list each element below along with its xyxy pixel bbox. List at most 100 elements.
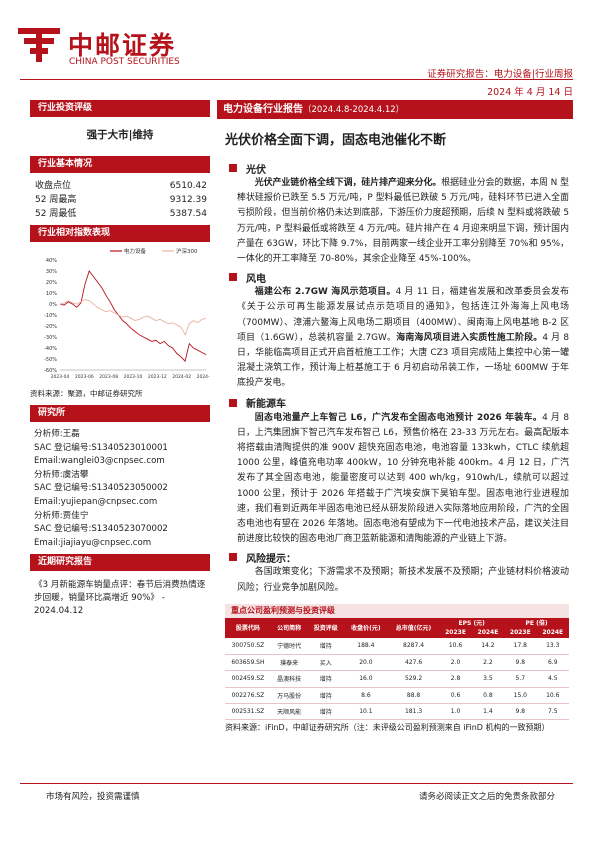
table-cell: 1.0 bbox=[439, 703, 472, 721]
table-cell: 9.8 bbox=[504, 654, 537, 672]
analyst-list: 分析师:王磊 SAC 登记编号:S1340523010001 Email:wan… bbox=[30, 422, 210, 554]
table-cell: 6.9 bbox=[536, 654, 569, 672]
table-cell: 300750.SZ bbox=[225, 637, 271, 655]
col-header: 公司简称 bbox=[270, 617, 308, 638]
industry-rating: 强于大市|维持 bbox=[86, 129, 154, 141]
table-cell: 188.4 bbox=[344, 637, 388, 655]
table-row: 300750.SZ 宁德时代 增持 188.4 8287.4 10.6 14.2 17.8 13… bbox=[225, 637, 569, 655]
table-cell: 10.1 bbox=[344, 703, 388, 721]
bold-lead: 光伏产业链价格全线下调，硅片排产迎来分化。 bbox=[254, 178, 442, 188]
table-cell: 买入 bbox=[307, 654, 345, 672]
table-cell: 10.6 bbox=[536, 687, 569, 704]
x-tick-label: 2023-06 bbox=[75, 374, 94, 380]
table-cell: 天顺风能 bbox=[270, 703, 308, 721]
section-title: 风险提示： bbox=[246, 553, 296, 565]
table-cell: 宁德时代 bbox=[270, 637, 308, 655]
report-title-bar: 电力设备行业报告（2024.4.8-2024.4.12） bbox=[217, 100, 573, 119]
y-tick-label: 10% bbox=[46, 291, 57, 297]
analyst-line: 分析师:贾佳宁 bbox=[34, 510, 89, 521]
sidebar: 行业投资评级 强于大市|维持 行业基本情况 收盘点位 6510.42 52 周最高… bbox=[30, 100, 216, 622]
forecast-table-block: 重点公司盈利预测与投资评级 股票代码 公司简称 投资评级 收盘价(元) 总市值(… bbox=[225, 603, 569, 734]
stat-label: 收盘点位 bbox=[35, 181, 72, 191]
legend-label: 沪深300 bbox=[176, 247, 198, 255]
x-tick-label: 2023-08 bbox=[99, 374, 118, 380]
stat-row: 52 周最高 9312.39 bbox=[35, 193, 207, 207]
section-heading-wind: 风电 bbox=[229, 269, 573, 285]
recent-report-link[interactable]: 《3 月新能源车销量点评：春节后消费热情逐步回暖，销量环比高增近 90%》 - … bbox=[34, 580, 206, 617]
analyst-email[interactable]: Email:wanglei03@cnpsec.com bbox=[34, 456, 165, 467]
legend-label: 电力设备 bbox=[124, 247, 147, 255]
bold-lead: 固态电池量产上车智己 L6，广汽发布全固态电池预计 2026 年装车。 bbox=[254, 412, 543, 423]
report-headline: 光伏价格全面下调，固态电池催化不断 bbox=[225, 133, 447, 148]
bullet-icon bbox=[229, 398, 237, 407]
table-cell: 璞泰来 bbox=[270, 654, 308, 672]
stat-value: 5387.54 bbox=[169, 209, 207, 219]
table-cell: 2.2 bbox=[471, 654, 505, 672]
report-type: 证券研究报告：电力设备|行业周报 bbox=[427, 69, 573, 80]
table-cell: 0.6 bbox=[439, 687, 472, 704]
stat-value: 6510.42 bbox=[169, 181, 207, 191]
sub-header: 2023E bbox=[439, 627, 472, 638]
report-date: 2024 年 4 月 14 日 bbox=[487, 87, 573, 98]
table-cell: 9.8 bbox=[504, 703, 537, 721]
section-body-pv: 光伏产业链价格全线下调，硅片排产迎来分化。根据硅业分会的数据，本周 N 型棒状硅… bbox=[217, 176, 573, 267]
table-cell: 002459.SZ bbox=[225, 670, 271, 688]
col-header: 投资评级 bbox=[307, 617, 345, 638]
sub-header: 2023E bbox=[504, 627, 537, 638]
y-tick-label: -10% bbox=[44, 313, 57, 319]
bold-lead: 福建公布 2.7GW 海风示范项目。 bbox=[254, 287, 396, 298]
stat-label: 52 周最低 bbox=[35, 209, 77, 219]
header-divider bbox=[20, 79, 573, 80]
x-tick-label: 2023-12 bbox=[148, 374, 167, 380]
body-text: 4 月 11 日，福建省发展和改革委员会发布《关于公示可再生能源发展试点示范项目… bbox=[237, 287, 569, 343]
y-tick-label: 40% bbox=[46, 258, 57, 264]
stat-row: 52 周最低 5387.54 bbox=[35, 207, 207, 221]
table-cell: 603659.SH bbox=[225, 654, 271, 672]
analyst-line: SAC 登记编号:S1340523070002 bbox=[34, 524, 168, 535]
table-cell: 5.7 bbox=[504, 670, 537, 688]
index-stats: 收盘点位 6510.42 52 周最高 9312.39 52 周最低 5387.54 bbox=[30, 173, 210, 225]
bullet-icon bbox=[229, 553, 237, 562]
col-header: PE (倍) bbox=[504, 617, 569, 628]
footer-risk-note: 市场有风险，投资需谨慎 bbox=[46, 792, 140, 802]
bullet-icon bbox=[229, 164, 237, 172]
china-post-logo-icon bbox=[18, 28, 60, 62]
basic-info-heading: 行业基本情况 bbox=[30, 156, 210, 173]
research-heading: 研究所 bbox=[30, 405, 210, 422]
analyst-email[interactable]: Email:jiajiayu@cnpsec.com bbox=[34, 537, 152, 548]
y-tick-label: -40% bbox=[44, 346, 57, 352]
analyst-line: SAC 登记编号:S1340523010001 bbox=[34, 442, 168, 453]
section-body-wind: 福建公布 2.7GW 海风示范项目。4 月 11 日，福建省发展和改革委员会发布… bbox=[217, 285, 573, 391]
table-row: 002459.SZ 晶澳科技 增持 16.0 529.2 2.8 3.5 5.7 4.5 bbox=[225, 670, 569, 688]
y-tick-label: -50% bbox=[44, 357, 57, 363]
main-content: 电力设备行业报告（2024.4.8-2024.4.12） 光伏价格全面下调，固态… bbox=[217, 100, 573, 734]
section-title: 光伏 bbox=[246, 164, 266, 176]
y-tick-label: 30% bbox=[46, 269, 57, 275]
table-cell: 002531.SZ bbox=[225, 703, 271, 721]
bold-lead: 海南海风项目进入实质性施工阶段。 bbox=[396, 332, 543, 343]
table-cell: 3.5 bbox=[471, 670, 505, 688]
rating-heading: 行业投资评级 bbox=[30, 100, 210, 117]
footer-divider bbox=[20, 783, 573, 784]
section-body-ev: 固态电池量产上车智己 L6，广汽发布全固态电池预计 2026 年装车。4 月 8… bbox=[217, 411, 573, 548]
section-body-risk: 各国政策变化；下游需求不及预期；新技术发展不及预期；产业链材料价格波动风险；行业… bbox=[217, 565, 573, 595]
col-header: 股票代码 bbox=[225, 617, 271, 638]
company-logo: 中邮证券 CHINA POST SECURITIES bbox=[16, 24, 216, 70]
table-cell: 20.0 bbox=[344, 654, 388, 672]
stat-row: 收盘点位 6510.42 bbox=[35, 179, 207, 193]
analyst-email[interactable]: Email:yujiepan@cnpsec.com bbox=[34, 496, 158, 507]
table-cell: 万马股份 bbox=[270, 687, 308, 704]
table-cell: 增持 bbox=[307, 687, 345, 704]
stat-value: 9312.39 bbox=[169, 195, 207, 205]
table-source: 资料来源：iFinD，中邮证券研究所（注：未评级公司盈利预测来自 iFinD 机… bbox=[225, 723, 550, 733]
table-cell: 7.5 bbox=[536, 703, 569, 721]
stat-label: 52 周最高 bbox=[35, 195, 77, 205]
table-cell: 13.3 bbox=[536, 637, 569, 655]
sub-header: 2024E bbox=[536, 627, 569, 638]
relative-index-chart: 40% 30% 20% 10% 0% -10% -20% -30% -40% -50% -60% 20… bbox=[30, 244, 215, 386]
table-cell: 0.8 bbox=[471, 687, 505, 704]
brand-name-en: CHINA POST SECURITIES bbox=[69, 57, 180, 67]
brand-name-cn: 中邮证券 bbox=[68, 31, 177, 60]
table-cell: 增持 bbox=[307, 637, 345, 655]
col-header: 总市值(亿元) bbox=[387, 617, 440, 638]
